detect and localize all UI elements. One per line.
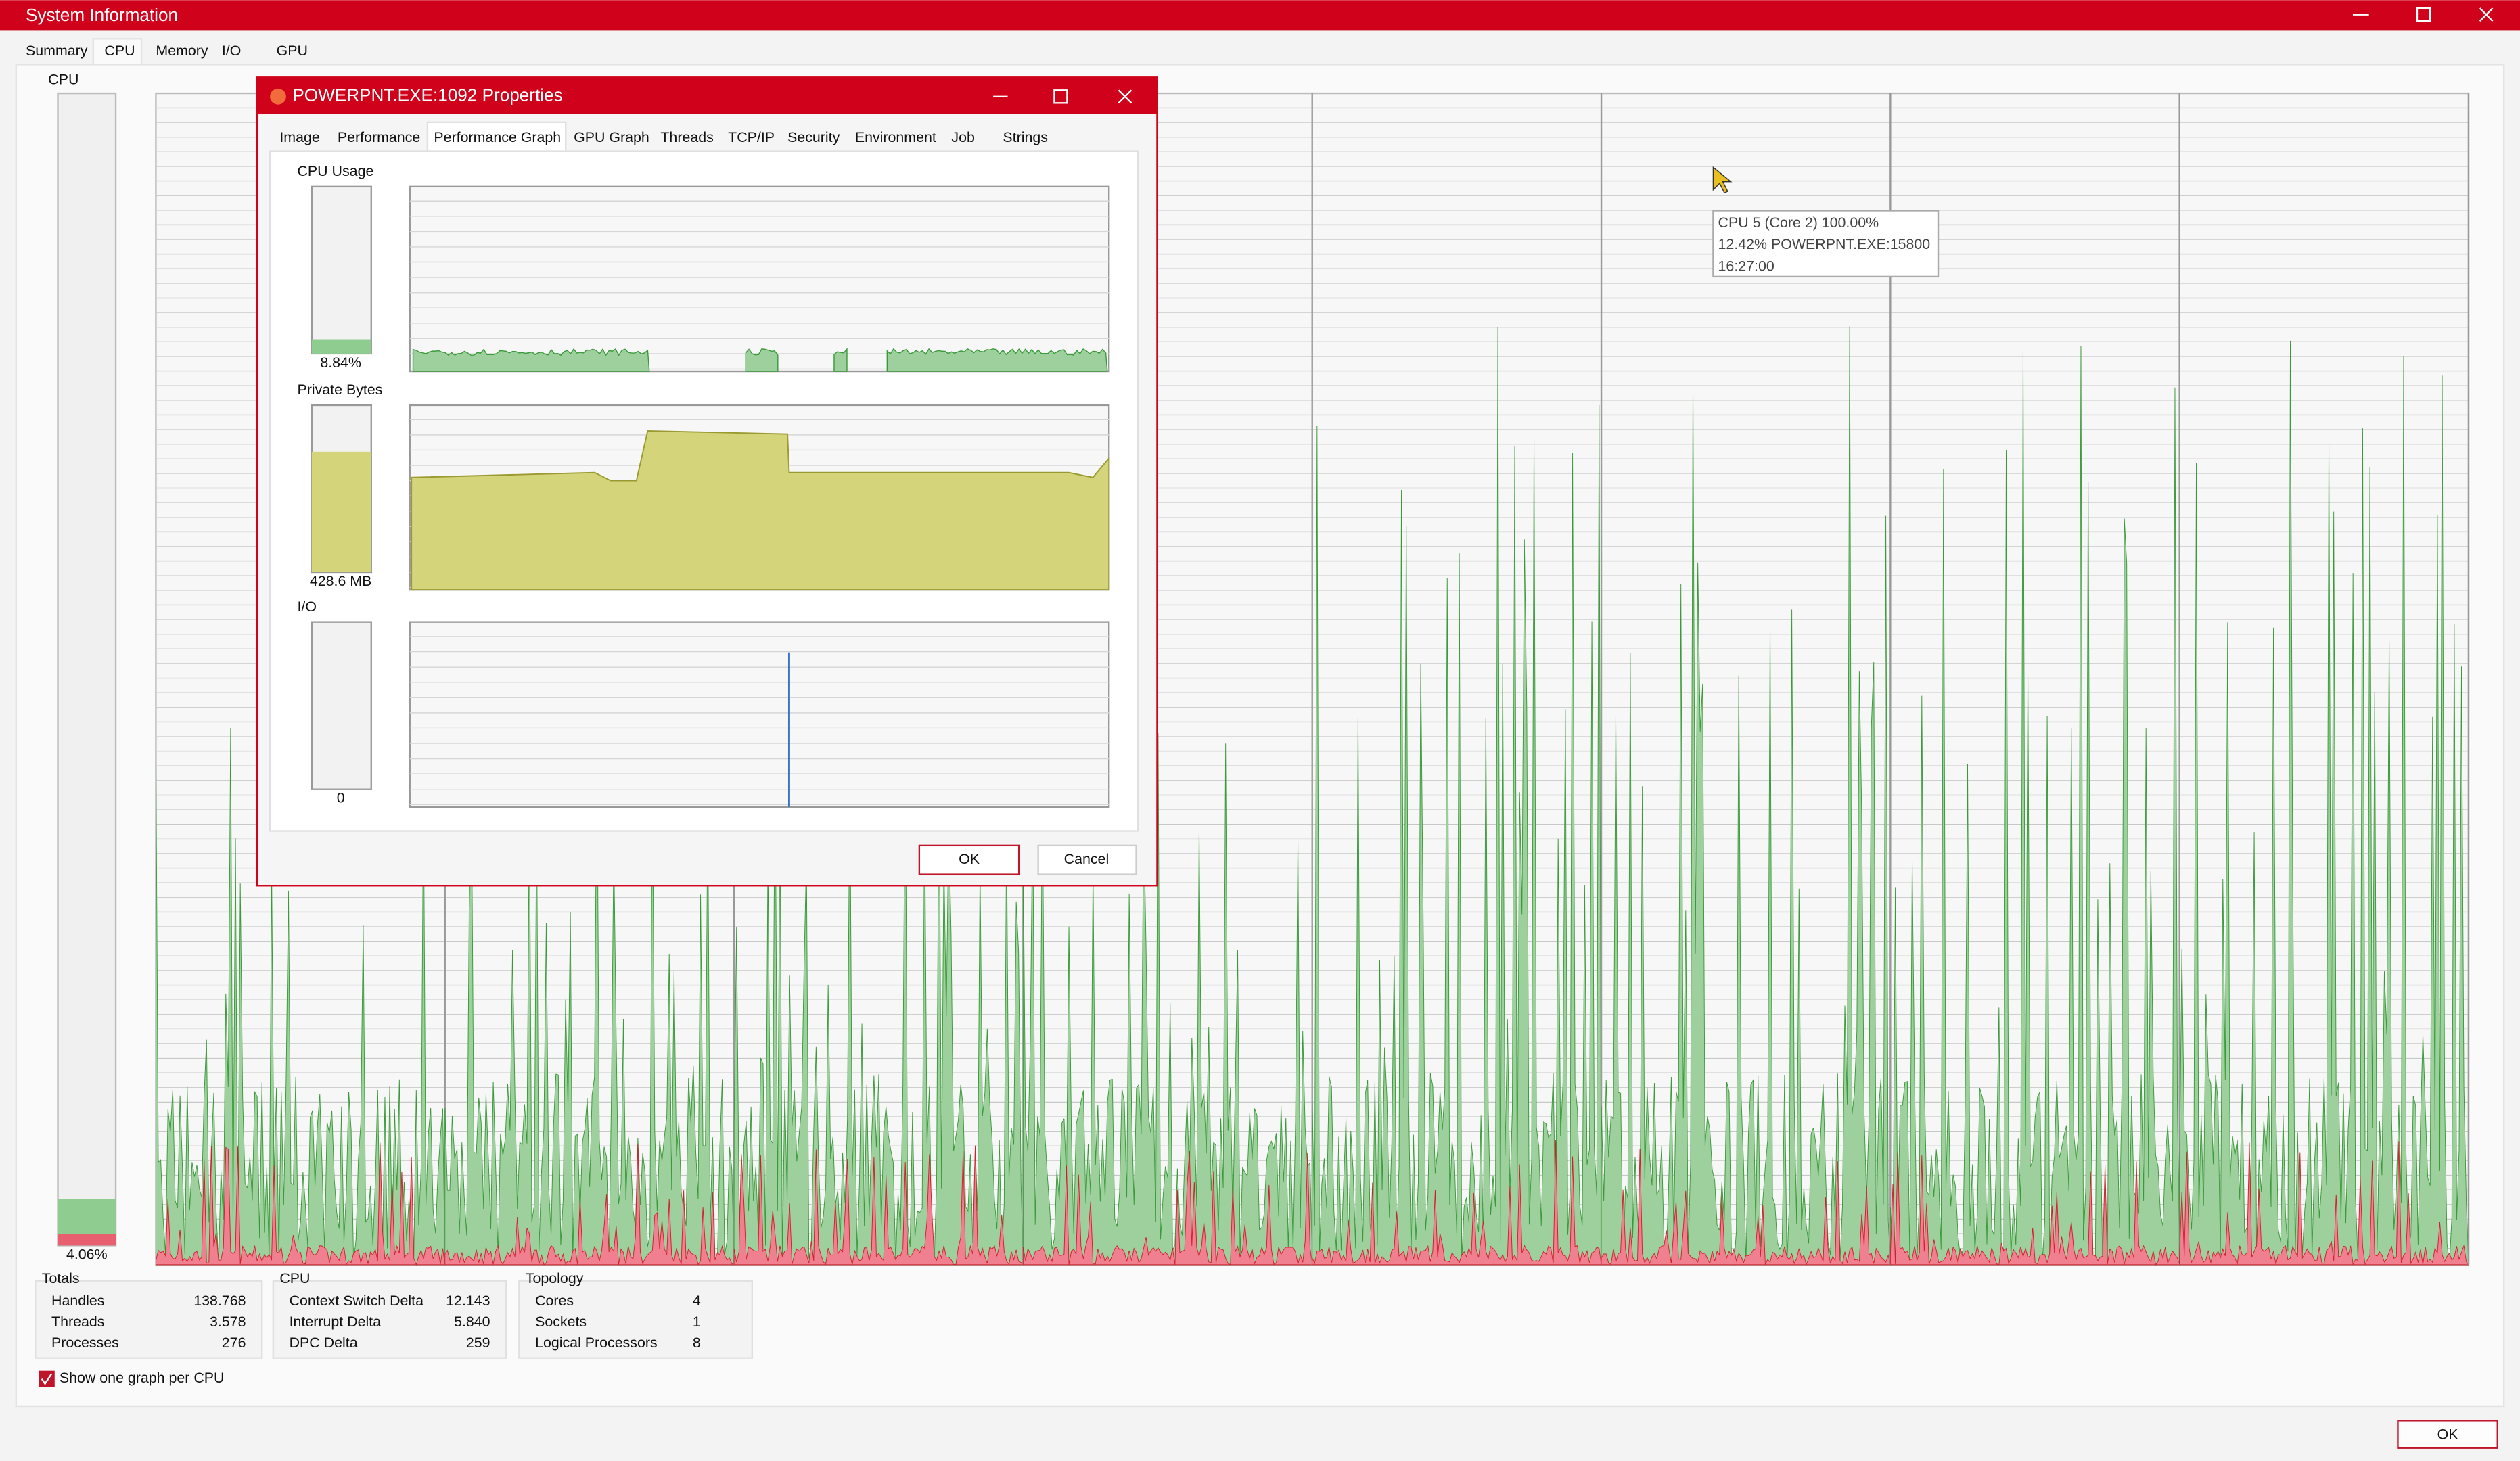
tab[interactable]: CPU	[104, 43, 135, 59]
cpu-value: 4.06%	[66, 1246, 108, 1262]
dialog-tab[interactable]: Environment	[855, 129, 936, 145]
dialog-cancel-label[interactable]: Cancel	[1064, 851, 1109, 867]
dialog-tab[interactable]: TCP/IP	[728, 129, 775, 145]
cpu-gauge-kernel	[58, 1234, 116, 1246]
mini-gauge	[311, 621, 372, 790]
cpu-kernel-graph	[733, 1145, 1024, 1266]
checkbox-label[interactable]: Show one graph per CPU	[60, 1370, 225, 1386]
cpu-usage-graph	[745, 348, 779, 372]
dialog-tab[interactable]: Security	[787, 129, 840, 145]
section-label: I/O	[297, 599, 317, 615]
dialog-tab[interactable]: Threads	[660, 129, 713, 145]
tab[interactable]: Memory	[156, 43, 208, 59]
row-value: 5.840	[454, 1314, 490, 1330]
cpu-usage-graph	[412, 348, 650, 372]
tooltip	[1712, 210, 1940, 278]
cpu-graph	[1889, 346, 2180, 1266]
cpu-graph	[2179, 340, 2469, 1266]
mini-gauge-fill	[311, 451, 371, 572]
row-label: Interrupt Delta	[290, 1314, 382, 1330]
app-icon	[270, 88, 286, 105]
dialog-cancel[interactable]	[1037, 844, 1137, 875]
group-title: Totals	[42, 1270, 80, 1286]
cpu-kernel-graph	[2179, 1141, 2469, 1266]
checkmark	[41, 1373, 53, 1385]
group-box	[518, 1280, 753, 1359]
dialog-tab-selected	[426, 121, 567, 152]
group-box	[35, 1280, 263, 1359]
window-title: System Information	[26, 5, 178, 25]
group-title: Topology	[526, 1270, 584, 1286]
dialog-title: POWERPNT.EXE:1092 Properties	[292, 85, 562, 106]
tab-selected	[92, 38, 143, 66]
cpu-graph	[155, 727, 446, 1266]
row-value: 1	[693, 1314, 701, 1330]
row-label: DPC Delta	[290, 1335, 358, 1351]
dialog-tab[interactable]: Performance Graph	[434, 129, 561, 145]
row-label: Handles	[51, 1293, 104, 1309]
cpu-graph	[1022, 733, 1313, 1266]
cpu-kernel-graph	[1312, 1140, 1602, 1266]
checkbox[interactable]	[39, 1370, 55, 1387]
dialog-tab[interactable]: Image	[279, 129, 319, 145]
row-value: 276	[222, 1335, 246, 1351]
perf-graph	[409, 621, 1110, 808]
tooltip-line: 12.42% POWERPNT.EXE:15800	[1718, 236, 1931, 252]
dialog-tab[interactable]: Job	[951, 129, 974, 145]
section-value: 428.6 MB	[310, 573, 372, 589]
ok-button[interactable]	[2397, 1420, 2498, 1449]
cpu-graph	[444, 732, 735, 1266]
group-title: CPU	[279, 1270, 310, 1286]
tooltip-line: CPU 5 (Core 2) 100.00%	[1718, 214, 1879, 231]
tab[interactable]: Summary	[26, 43, 88, 59]
cpu-usage-graph	[833, 348, 848, 372]
window-controls[interactable]	[2352, 7, 2494, 22]
row-value: 138.768	[193, 1293, 246, 1309]
row-label: Logical Processors	[535, 1335, 658, 1351]
row-label: Threads	[51, 1314, 104, 1330]
ok-label[interactable]: OK	[2437, 1426, 2459, 1442]
cursor	[1712, 166, 1733, 194]
cpu-usage-graph	[886, 348, 1108, 372]
dialog-tab[interactable]: GPU Graph	[574, 129, 649, 145]
mini-gauge-fill	[311, 339, 371, 354]
cpu-kernel-graph	[444, 1144, 735, 1266]
row-value: 4	[693, 1293, 701, 1309]
dialog-ok-label[interactable]: OK	[959, 851, 980, 867]
row-label: Context Switch Delta	[290, 1293, 424, 1309]
group-box	[272, 1280, 507, 1359]
dialog-controls[interactable]	[993, 89, 1132, 104]
dialog-tab[interactable]: Strings	[1003, 129, 1048, 145]
title-bar	[0, 0, 2520, 31]
mini-gauge	[311, 185, 372, 355]
tooltip-line: 16:27:00	[1718, 258, 1774, 274]
dialog-title-bar	[257, 77, 1158, 114]
row-label: Sockets	[535, 1314, 587, 1330]
row-label: Processes	[51, 1335, 119, 1351]
row-value: 3.578	[210, 1314, 246, 1330]
section-value: 0	[337, 790, 345, 806]
cpu-kernel-graph	[1889, 1152, 2180, 1266]
cpu-label: CPU	[48, 72, 78, 88]
tab[interactable]: GPU	[277, 43, 308, 59]
cpu-gauge	[57, 92, 117, 1247]
row-value: 259	[466, 1335, 490, 1351]
tab[interactable]: I/O	[222, 43, 242, 59]
section-value: 8.84%	[320, 354, 361, 371]
cpu-kernel-graph	[1601, 1149, 1891, 1266]
section-label: Private Bytes	[297, 381, 382, 398]
row-label: Cores	[535, 1293, 574, 1309]
private-bytes-graph	[411, 430, 1110, 591]
row-value: 12.143	[446, 1293, 490, 1309]
cpu-kernel-graph	[1022, 1151, 1313, 1266]
dialog-tab[interactable]: Performance	[338, 129, 420, 145]
section-label: CPU Usage	[297, 163, 373, 179]
cpu-kernel-graph	[155, 1142, 446, 1266]
dialog-ok[interactable]	[918, 844, 1020, 875]
perf-graph	[409, 185, 1110, 373]
row-value: 8	[693, 1335, 701, 1351]
